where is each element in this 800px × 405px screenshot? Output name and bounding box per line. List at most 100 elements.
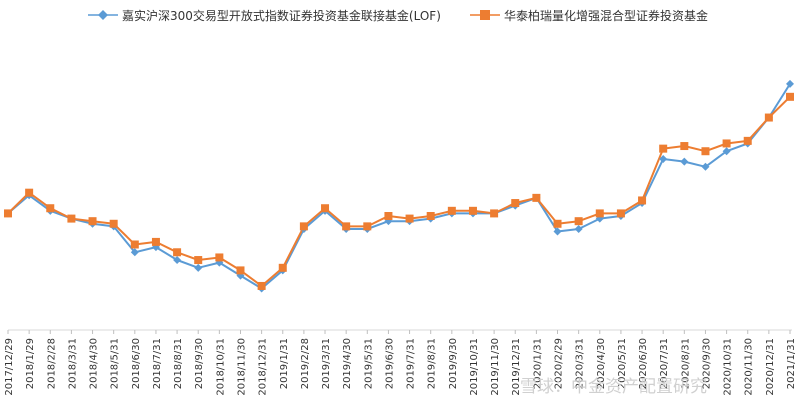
data-point-series-2 (426, 212, 435, 220)
data-point-series-2 (25, 188, 34, 197)
x-tick-label: 2020/1/31 (532, 338, 543, 389)
data-point-series-2 (553, 219, 562, 228)
data-point-series-2 (46, 204, 55, 213)
data-point-series-2 (468, 206, 477, 215)
legend-label-series-1: 嘉实沪深300交易型开放式指数证券投资基金联接基金(LOF) (122, 8, 441, 23)
x-tick-label: 2019/3/31 (321, 338, 332, 389)
watermark-text: 雪球：中金资产配置研究 (520, 377, 707, 397)
data-point-series-2 (4, 209, 12, 218)
data-point-series-2 (384, 212, 393, 220)
x-tick-label: 2019/8/31 (427, 338, 438, 389)
data-point-series-1 (659, 155, 668, 163)
data-point-series-2 (638, 196, 647, 205)
data-point-series-2 (447, 206, 456, 215)
data-point-series-2 (130, 240, 139, 249)
data-point-series-1 (786, 79, 794, 88)
data-point-series-2 (764, 113, 773, 122)
x-tick-label: 2020/2/29 (554, 338, 565, 389)
series-line-2 (7, 96, 791, 287)
x-tick-label: 2019/1/31 (279, 338, 290, 389)
data-point-series-2 (490, 209, 499, 218)
x-tick-label: 2018/6/30 (131, 338, 142, 389)
data-point-series-1 (574, 224, 583, 233)
legend-label-series-2: 华泰柏瑞量化增强混合型证券投资基金 (504, 8, 708, 23)
x-tick-label: 2020/7/31 (659, 338, 670, 389)
x-tick-label: 2018/4/30 (89, 338, 100, 389)
x-tick-label: 2019/10/31 (469, 338, 480, 396)
x-tick-label: 2019/7/31 (406, 338, 417, 389)
x-tick-label: 2020/6/30 (638, 338, 649, 389)
series-lines (7, 83, 791, 290)
x-tick-label: 2018/12/31 (258, 338, 269, 396)
data-point-series-2 (299, 222, 308, 231)
series-markers (4, 79, 794, 293)
x-tick-label: 2019/5/31 (363, 338, 374, 389)
data-point-series-2 (786, 92, 794, 101)
x-tick-label: 2020/4/30 (596, 338, 607, 389)
x-ticks: 2017/12/29 2018/1/29 2018/2/28 2018/3/31 201… (4, 330, 797, 396)
x-tick-label: 2018/2/28 (46, 338, 57, 389)
data-point-series-2 (88, 217, 97, 226)
data-point-series-2 (194, 256, 203, 265)
x-tick-label: 2019/4/30 (342, 338, 353, 389)
data-point-series-2 (595, 209, 604, 218)
x-tick-label: 2021/1/31 (786, 338, 797, 389)
data-point-series-2 (743, 136, 752, 145)
x-tick-label: 2020/12/31 (765, 338, 776, 396)
x-tick-label: 2020/3/31 (575, 338, 586, 389)
data-point-series-1 (680, 157, 689, 166)
x-tick-label: 2018/1/29 (25, 338, 36, 389)
data-point-series-2 (722, 139, 731, 148)
x-tick-label: 2019/2/28 (300, 338, 311, 389)
data-point-series-2 (659, 144, 668, 153)
data-point-series-2 (173, 248, 182, 257)
data-point-series-2 (236, 266, 245, 275)
x-tick-label: 2018/9/30 (194, 338, 205, 389)
x-tick-label: 2019/11/30 (490, 338, 501, 396)
x-tick-label: 2019/9/30 (448, 338, 459, 389)
data-point-series-1 (722, 147, 731, 156)
x-tick-label: 2020/5/31 (617, 338, 628, 389)
data-point-series-2 (532, 193, 541, 202)
x-tick-label: 2018/10/31 (215, 338, 226, 396)
data-point-series-2 (278, 263, 287, 272)
data-point-series-2 (511, 199, 520, 208)
legend-marker-diamond-icon (98, 10, 108, 20)
legend-item-series-1: 嘉实沪深300交易型开放式指数证券投资基金联接基金(LOF) (88, 8, 441, 23)
data-point-series-2 (574, 217, 583, 226)
data-point-series-2 (405, 214, 414, 223)
legend-item-series-2: 华泰柏瑞量化增强混合型证券投资基金 (470, 8, 708, 23)
data-point-series-2 (257, 281, 266, 290)
data-point-series-2 (342, 222, 351, 231)
data-point-series-1 (701, 162, 710, 171)
data-point-series-1 (553, 227, 562, 236)
legend-marker-square-icon (480, 10, 490, 20)
x-tick-label: 2017/12/29 (4, 338, 15, 396)
x-tick-label: 2020/8/31 (680, 338, 691, 389)
x-tick-label: 2020/9/30 (701, 338, 712, 389)
x-tick-label: 2020/10/31 (723, 338, 734, 396)
data-point-series-1 (194, 263, 203, 272)
x-tick-label: 2019/12/31 (511, 338, 522, 396)
data-point-series-2 (680, 142, 689, 151)
x-tick-label: 2020/11/30 (744, 338, 755, 396)
series-line-1 (7, 83, 791, 290)
x-tick-label: 2018/5/31 (110, 338, 121, 389)
data-point-series-2 (67, 214, 76, 223)
data-point-series-1 (173, 256, 182, 265)
x-tick-label: 2019/6/30 (384, 338, 395, 389)
data-point-series-1 (130, 248, 139, 257)
data-point-series-2 (321, 204, 330, 213)
data-point-series-2 (151, 237, 160, 246)
data-point-series-2 (701, 147, 710, 156)
x-tick-label: 2018/8/31 (173, 338, 184, 389)
data-point-series-2 (215, 253, 224, 262)
data-point-series-2 (109, 219, 118, 228)
data-point-series-2 (363, 222, 372, 231)
x-tick-label: 2018/11/30 (236, 338, 247, 396)
data-point-series-2 (616, 209, 625, 218)
x-tick-label: 2018/7/31 (152, 338, 163, 389)
x-tick-label: 2018/3/31 (67, 338, 78, 389)
legend: 嘉实沪深300交易型开放式指数证券投资基金联接基金(LOF) 华泰柏瑞量化增强混… (88, 8, 708, 23)
